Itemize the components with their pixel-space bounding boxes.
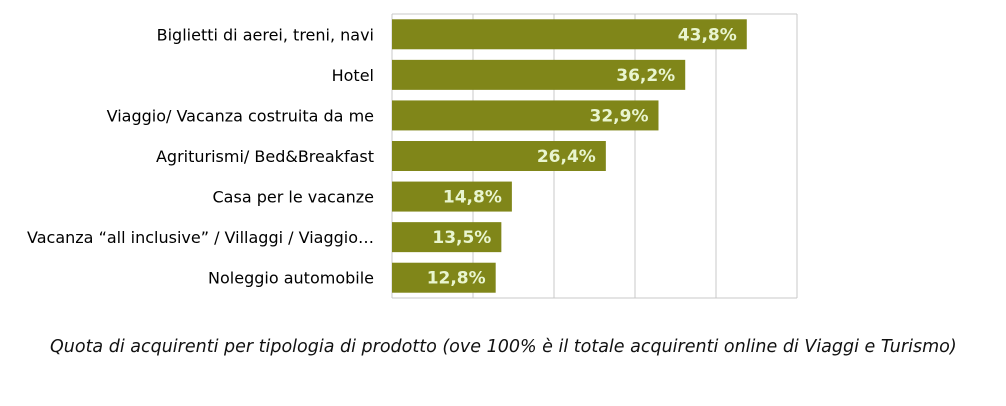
value-labels: 43,8% 36,2% 32,9% 26,4% 14,8% 13,5% 12,8%	[427, 25, 737, 288]
value-label: 14,8%	[443, 188, 502, 208]
bar	[392, 100, 659, 131]
category-label: Hotel	[332, 66, 374, 85]
bar-chart: Biglietti di aerei, treni, navi Hotel Viag…	[27, 13, 798, 299]
category-label: Vacanza “all inclusive” / Villaggi / Via…	[27, 228, 374, 247]
bar	[392, 141, 606, 171]
category-label: Noleggio automobile	[208, 269, 374, 288]
value-label: 32,9%	[590, 106, 649, 126]
value-label: 43,8%	[678, 25, 737, 45]
bar	[392, 262, 496, 293]
bar	[392, 222, 502, 253]
bar	[392, 181, 512, 212]
category-label: Biglietti di aerei, treni, navi	[157, 25, 374, 44]
chart-caption: Quota di acquirenti per tipologia di pro…	[50, 337, 957, 357]
value-label: 12,8%	[427, 269, 486, 289]
category-label: Casa per le vacanze	[213, 188, 375, 207]
value-label: 36,2%	[616, 66, 675, 86]
bar	[392, 19, 747, 50]
category-label: Viaggio/ Vacanza costruita da me	[107, 106, 374, 125]
bar	[392, 59, 686, 90]
category-labels: Biglietti di aerei, treni, navi Hotel Viag…	[27, 25, 374, 287]
value-label: 26,4%	[537, 147, 596, 167]
category-label: Agriturismi/ Bed&Breakfast	[156, 147, 374, 166]
value-label: 13,5%	[432, 228, 491, 248]
bars	[392, 19, 747, 293]
